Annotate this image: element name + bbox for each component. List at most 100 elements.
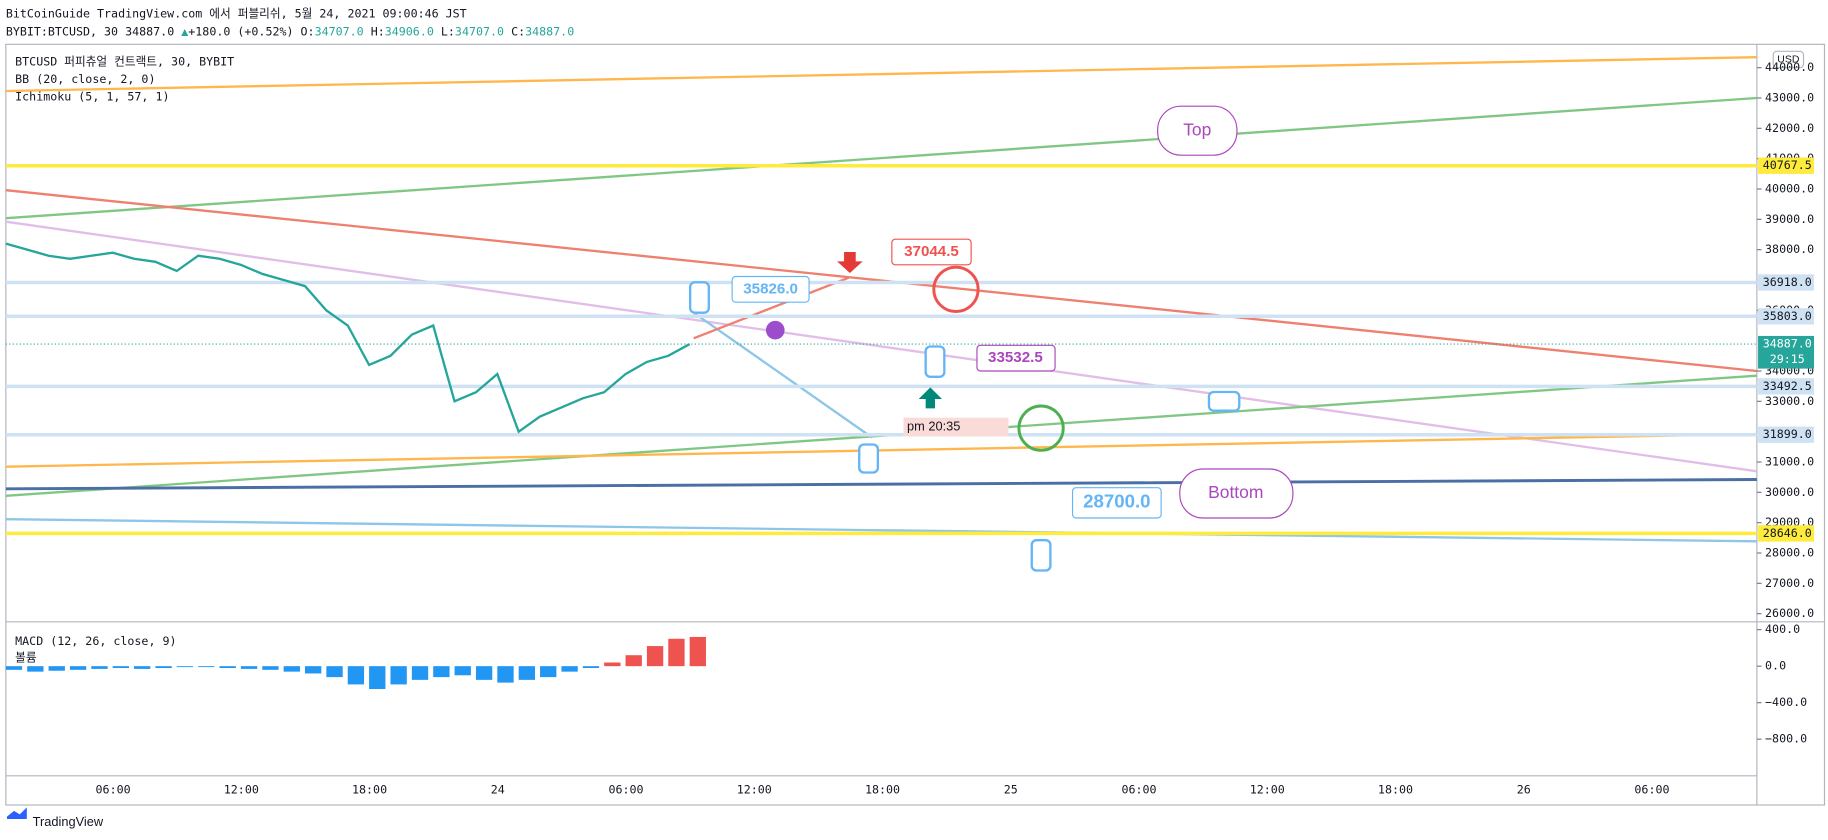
macd-tick-label: 400.0 bbox=[1765, 622, 1800, 636]
macd-bar bbox=[283, 666, 300, 672]
time-tick-label: 26 bbox=[1517, 782, 1531, 796]
time-tick-label: 12:00 bbox=[737, 782, 772, 796]
macd-bar bbox=[326, 666, 343, 678]
time-tick-label: 12:00 bbox=[224, 782, 259, 796]
macd-bar bbox=[561, 666, 578, 672]
hand-icon bbox=[1207, 390, 1241, 412]
price-tick-label: 27000.0 bbox=[1765, 576, 1814, 590]
arrow-line bbox=[693, 276, 850, 340]
legend-line: BTCUSD 퍼피츄얼 컨트랙트, 30, BYBIT bbox=[15, 54, 234, 68]
trend-line bbox=[5, 432, 1757, 468]
down-arrow-icon bbox=[837, 252, 863, 273]
macd-bar bbox=[91, 666, 108, 669]
price-tick-label: 26000.0 bbox=[1765, 606, 1814, 620]
marks bbox=[5, 163, 1757, 689]
macd-bar bbox=[155, 666, 172, 668]
up-arrow-icon bbox=[918, 387, 942, 409]
countdown: 29:15 bbox=[1770, 352, 1805, 366]
time-tick-label: 18:00 bbox=[865, 782, 900, 796]
currency-box bbox=[1772, 50, 1805, 69]
callout-box bbox=[731, 275, 810, 303]
callout: 37044.5 bbox=[904, 243, 959, 260]
header-line1: BitCoinGuide TradingView.com 에서 퍼블리쉬, 5월… bbox=[6, 6, 467, 20]
currency: USD bbox=[1777, 54, 1800, 65]
macd-bar bbox=[198, 666, 215, 668]
trend-line bbox=[5, 478, 1757, 491]
time-tick-label: 06:00 bbox=[1121, 782, 1156, 796]
macd-bar bbox=[433, 666, 450, 678]
macd-bar bbox=[668, 638, 685, 667]
macd-bar bbox=[27, 666, 44, 672]
price-tick-label: 39000.0 bbox=[1765, 212, 1814, 226]
volume-legend: 볼륨 bbox=[15, 650, 37, 664]
macd-bar bbox=[48, 666, 65, 671]
ohlc-value: 34887.0 bbox=[525, 24, 574, 38]
macd-bar bbox=[5, 666, 23, 670]
price-tick-label: 31000.0 bbox=[1765, 454, 1814, 468]
macd-tick-label: −800.0 bbox=[1765, 732, 1807, 746]
price-badge bbox=[1758, 335, 1815, 369]
callout-box bbox=[891, 238, 972, 266]
macd-bar bbox=[262, 666, 279, 670]
hand-icon bbox=[924, 345, 946, 378]
bubble-text: Top bbox=[1183, 119, 1211, 139]
macd-bar bbox=[475, 666, 493, 680]
macd-bar bbox=[305, 666, 322, 674]
annotations: 37044.5 35826.0 33532.5 28700.0 Top Bott… bbox=[688, 105, 1294, 572]
macd-bar bbox=[646, 646, 664, 667]
speech-bubble bbox=[1179, 468, 1294, 519]
time-tick-label: 12:00 bbox=[1250, 782, 1285, 796]
trend-line bbox=[5, 96, 1757, 220]
ohlc-label: H: bbox=[371, 24, 385, 38]
note-bg bbox=[903, 417, 1009, 437]
logo bbox=[6, 807, 27, 819]
ohlc-value: 34707.0 bbox=[315, 24, 364, 38]
macd-bar bbox=[240, 666, 258, 669]
price-badge-label: 33492.5 bbox=[1763, 379, 1812, 393]
hand-icon bbox=[688, 281, 710, 314]
macd-bar bbox=[347, 666, 365, 685]
time-tick-label: 25 bbox=[1004, 782, 1018, 796]
price-badge-label: 40767.5 bbox=[1763, 158, 1812, 172]
ohlc-label: C: bbox=[511, 24, 525, 38]
cat-icon bbox=[765, 320, 785, 340]
macd-bar bbox=[390, 666, 407, 685]
price-tick-label: 30000.0 bbox=[1765, 485, 1814, 499]
footer: TradingView bbox=[33, 814, 104, 829]
macd-bar bbox=[112, 666, 129, 668]
macd-bar bbox=[69, 666, 87, 670]
trend-line bbox=[5, 189, 1758, 373]
price-badge bbox=[1758, 426, 1815, 443]
price-tick-label: 33000.0 bbox=[1765, 394, 1814, 408]
price-badge bbox=[1758, 157, 1815, 174]
callout: 35826.0 bbox=[743, 280, 798, 297]
macd-bar bbox=[518, 666, 536, 680]
macd-bar bbox=[134, 666, 151, 669]
macd-bar bbox=[369, 666, 386, 689]
trend-line bbox=[5, 56, 1757, 93]
header-line2: BYBIT:BTCUSD, 30 34887.0 ▲+180.0 (+0.52%… bbox=[6, 24, 574, 38]
price-badge bbox=[1758, 525, 1815, 542]
ohlc-label: O: bbox=[301, 24, 315, 38]
callout-box bbox=[1071, 487, 1162, 519]
price-tick-label: 44000.0 bbox=[1765, 60, 1814, 74]
price-tick-label: 42000.0 bbox=[1765, 121, 1814, 135]
change: +180.0 (+0.52%) bbox=[188, 24, 293, 38]
price-badge bbox=[1758, 378, 1815, 395]
price-tick-label: 40000.0 bbox=[1765, 181, 1814, 195]
macd-tick-label: 0.0 bbox=[1765, 659, 1786, 673]
price-badge-label: 36918.0 bbox=[1763, 275, 1812, 289]
time-tick-label: 06:00 bbox=[609, 782, 644, 796]
time-tick-label: 18:00 bbox=[1378, 782, 1413, 796]
time-tick-label: 06:00 bbox=[1634, 782, 1669, 796]
hand-icon bbox=[858, 443, 880, 474]
time-note: pm 20:35 bbox=[907, 418, 960, 433]
price-badge-label: 28646.0 bbox=[1763, 526, 1812, 540]
bubble-text: Bottom bbox=[1208, 482, 1263, 502]
chart-frame bbox=[5, 43, 1826, 806]
speech-bubble bbox=[1157, 105, 1238, 156]
macd-bar bbox=[454, 666, 471, 676]
last-price: 34887.0 bbox=[125, 24, 174, 38]
